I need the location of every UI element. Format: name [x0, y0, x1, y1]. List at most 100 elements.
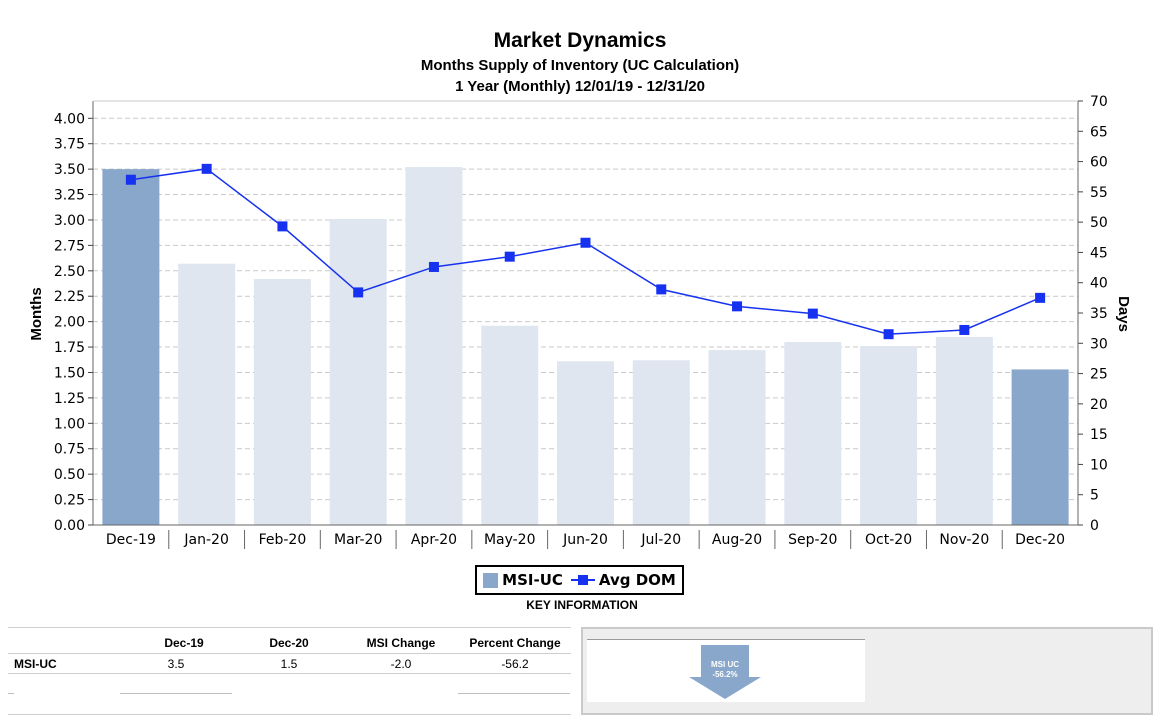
x-tick-label: Feb-20 — [259, 532, 307, 548]
x-ticks: Dec-19 Jan-20 Feb-20 Mar-20 Apr-20 May-20 Jun-… — [106, 530, 1065, 549]
y-tick-label: 4.00 — [54, 111, 85, 127]
y2-tick-label: 20 — [1090, 397, 1108, 413]
legend-swatch-dom — [570, 574, 595, 586]
x-tick-label: Nov-20 — [939, 532, 989, 548]
indicator-panel: MSI UC -56.2% — [581, 627, 1153, 715]
table-cell-msi-change: -2.0 — [390, 657, 412, 671]
bar — [860, 346, 918, 525]
legend-swatch-msi — [483, 572, 499, 588]
y2-tick-label: 10 — [1090, 457, 1108, 473]
y-tick-label: 1.00 — [54, 416, 85, 432]
y-tick-label: 2.25 — [54, 289, 85, 305]
y2-axis-label: Days — [1115, 296, 1132, 332]
table-cell-percent-change: -56.2 — [501, 657, 529, 671]
x-tick-label: Dec-19 — [106, 532, 156, 548]
dom-point — [656, 284, 667, 295]
table-divider — [8, 627, 571, 628]
table-header-msi-change: MSI Change — [366, 636, 436, 650]
chart: Market Dynamics Months Supply of Invento… — [28, 29, 1132, 549]
y-tick-label: 0.75 — [54, 442, 85, 458]
dom-point — [883, 329, 894, 340]
y-tick-label: 0.50 — [54, 467, 85, 483]
table-divider — [8, 653, 571, 654]
legend: MSI-UC Avg DOM — [475, 565, 684, 595]
y-tick-label: 1.50 — [54, 365, 85, 381]
bar — [405, 167, 463, 525]
table-cell-dec20: 1.5 — [280, 657, 298, 671]
key-information-heading: KEY INFORMATION — [526, 598, 638, 612]
y-tick-label: 3.75 — [54, 137, 85, 153]
y2-tick-label: 65 — [1090, 124, 1108, 140]
y2-tick-label: 15 — [1090, 427, 1108, 443]
x-tick-label: Jan-20 — [183, 532, 228, 548]
legend-item-dom: Avg DOM — [570, 571, 676, 589]
x-tick-label: Jun-20 — [562, 532, 608, 548]
x-tick-label: Dec-20 — [1015, 532, 1065, 548]
bar — [935, 336, 993, 525]
bar — [102, 169, 160, 525]
y2-tick-label: 0 — [1090, 518, 1099, 534]
x-tick-label: May-20 — [484, 532, 536, 548]
dom-point — [959, 324, 970, 335]
bar — [329, 218, 387, 525]
key-info-table: Dec-19 Dec-20 MSI Change Percent Change … — [8, 627, 571, 715]
y2-tick-label: 70 — [1090, 94, 1108, 110]
dom-point — [125, 174, 136, 185]
chart-title: Market Dynamics — [494, 29, 667, 52]
y-tick-label: 3.25 — [54, 188, 85, 204]
x-tick-label: Sep-20 — [788, 532, 837, 548]
bar — [708, 350, 766, 525]
table-divider — [8, 693, 14, 694]
y2-tick-label: 40 — [1090, 276, 1108, 292]
bar — [557, 361, 614, 525]
table-header-dec19: Dec-19 — [164, 636, 204, 650]
bars — [102, 167, 1069, 525]
indicator-label: MSI UC -56.2% — [687, 660, 763, 680]
bar — [1011, 369, 1069, 525]
bar — [178, 263, 236, 525]
table-divider — [8, 714, 571, 715]
dom-point — [428, 261, 439, 272]
y-ticks: 0.00 0.25 0.50 0.75 1.00 1.25 1.50 1.75 2.00 2.25… — [54, 111, 93, 534]
table-row-label: MSI-UC — [14, 657, 57, 671]
x-tick-label: Oct-20 — [865, 532, 912, 548]
y2-ticks: 0 5 10 15 20 25 30 35 40 45 50 55 60 65 70 — [1078, 94, 1108, 534]
chart-subtitle-1: Months Supply of Inventory (UC Calculati… — [421, 57, 739, 74]
table-header-percent-change: Percent Change — [469, 636, 561, 650]
y-tick-label: 1.25 — [54, 391, 85, 407]
y-tick-label: 0.25 — [54, 493, 85, 509]
legend-label-msi: MSI-UC — [502, 571, 563, 589]
y-axis-label: Months — [28, 287, 45, 340]
y2-tick-label: 5 — [1090, 488, 1099, 504]
indicator-line1: MSI UC — [711, 660, 739, 669]
dom-point — [580, 237, 591, 248]
y2-tick-label: 50 — [1090, 215, 1108, 231]
y-tick-label: 0.00 — [54, 518, 85, 534]
dom-point — [1035, 292, 1046, 303]
table-divider — [8, 673, 571, 674]
y-tick-label: 3.00 — [54, 213, 85, 229]
dom-line — [125, 163, 1046, 340]
y2-tick-label: 45 — [1090, 245, 1108, 261]
table-divider — [458, 693, 570, 694]
dom-point — [807, 308, 818, 319]
bar — [784, 341, 842, 525]
x-tick-label: Aug-20 — [712, 532, 762, 548]
y-tick-label: 1.75 — [54, 340, 85, 356]
indicator-line2: -56.2% — [712, 670, 738, 679]
y2-tick-label: 35 — [1090, 306, 1108, 322]
y2-tick-label: 60 — [1090, 155, 1108, 171]
dom-point — [504, 251, 515, 262]
bar — [481, 325, 539, 525]
y2-tick-label: 30 — [1090, 336, 1108, 352]
bar — [632, 360, 690, 525]
table-divider — [120, 693, 232, 694]
dom-point — [353, 287, 364, 298]
y2-tick-label: 55 — [1090, 185, 1108, 201]
indicator-card: MSI UC -56.2% — [587, 639, 865, 702]
chart-subtitle-2: 1 Year (Monthly) 12/01/19 - 12/31/20 — [455, 78, 705, 95]
bar — [253, 278, 311, 525]
down-arrow-icon — [689, 645, 761, 699]
dom-point — [201, 163, 212, 174]
y-tick-label: 2.00 — [54, 315, 85, 331]
